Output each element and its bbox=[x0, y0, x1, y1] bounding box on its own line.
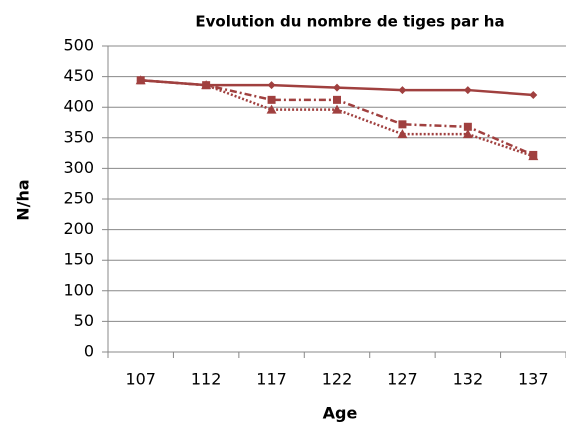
marker bbox=[528, 151, 539, 161]
y-tick-label: 250 bbox=[63, 189, 94, 208]
marker bbox=[135, 75, 146, 85]
y-axis-label: N/ha bbox=[14, 179, 33, 220]
marker bbox=[267, 81, 276, 90]
x-tick-label: 127 bbox=[387, 370, 418, 389]
marker bbox=[463, 86, 472, 95]
chart-title: Evolution du nombre de tiges par ha bbox=[195, 13, 504, 31]
y-tick-label: 500 bbox=[63, 36, 94, 55]
x-axis-label: Age bbox=[323, 404, 358, 423]
y-tick-label: 200 bbox=[63, 219, 94, 238]
x-tick-label: 132 bbox=[453, 370, 484, 389]
marker bbox=[201, 80, 212, 90]
marker bbox=[398, 120, 407, 129]
marker bbox=[397, 129, 408, 139]
y-tick-label: 400 bbox=[63, 97, 94, 116]
y-tick-label: 150 bbox=[63, 250, 94, 269]
marker bbox=[267, 95, 276, 104]
marker bbox=[266, 104, 277, 114]
x-tick-label: 137 bbox=[518, 370, 549, 389]
x-tick-label: 112 bbox=[191, 370, 222, 389]
marker bbox=[398, 86, 407, 95]
y-tick-label: 50 bbox=[74, 311, 94, 330]
marker bbox=[462, 129, 473, 139]
x-tick-label: 117 bbox=[256, 370, 287, 389]
marker bbox=[529, 90, 538, 99]
marker bbox=[333, 83, 341, 92]
y-tick-label: 100 bbox=[63, 280, 94, 299]
marker bbox=[463, 122, 472, 131]
y-tick-label: 0 bbox=[84, 342, 94, 361]
marker bbox=[333, 95, 341, 104]
y-tick-label: 350 bbox=[63, 127, 94, 146]
marker bbox=[332, 104, 342, 114]
x-tick-label: 107 bbox=[125, 370, 156, 389]
x-tick-label: 122 bbox=[322, 370, 353, 389]
y-tick-label: 450 bbox=[63, 66, 94, 85]
y-tick-label: 300 bbox=[63, 158, 94, 177]
